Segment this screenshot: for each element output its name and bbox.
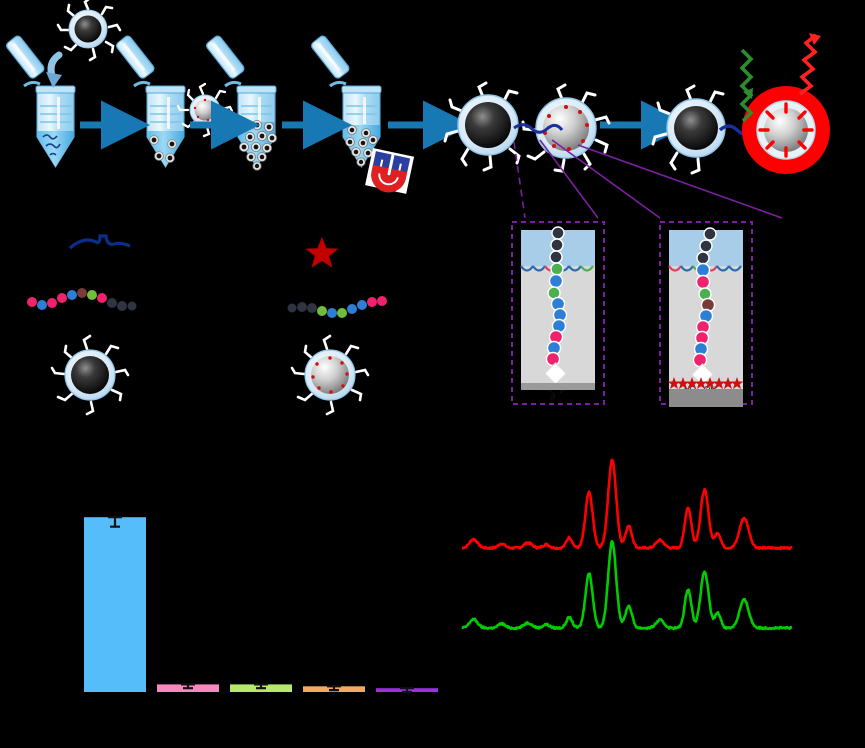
legend-aptamer-chain-left [27,288,137,311]
sample-tube-empty[interactable] [5,35,76,169]
horseshoe-magnet [365,148,415,194]
legend-magnetic-nanoparticle [50,334,130,416]
sers-detection [651,33,830,175]
errorbar-4 [327,685,341,692]
sample-preparation-workflow [5,0,690,194]
sandwich-complex [443,81,611,173]
legend-red-star [305,237,339,268]
panel-aptamer-chain [544,226,568,385]
magnetic-nanoparticles-in-tube [149,135,177,163]
callout-panel-left[interactable]: HO OH B [511,221,605,405]
bar-chart-errorbars [108,516,414,694]
raman-scatter-red [798,33,821,96]
sers-hotspot-cell [742,86,830,174]
sers-spectra-plot[interactable] [461,458,793,631]
legend-silver-nanoparticle [290,334,370,416]
legend-key [27,234,387,416]
bar-1[interactable] [84,517,146,692]
callout-panel-right[interactable]: HO OH B [659,221,753,407]
sample-tube-magnet[interactable] [310,35,415,194]
legend-analyte-squiggle [68,234,131,250]
sample-tube-mnp[interactable] [115,35,186,169]
panel-aptamer-chain [691,227,717,386]
errorbar-1 [108,516,122,528]
zoom-callout-lines [513,139,783,219]
legend-aptamer-chain-right [287,296,387,318]
selectivity-bar-chart[interactable] [84,516,438,694]
analyte-squiggles [42,134,61,156]
spectrum-trace-red [461,458,793,551]
errorbar-2 [181,683,195,690]
excitation-laser-green [739,48,754,123]
aptamer-duplex-linker [513,123,564,134]
added-magnetic-nanoparticle [46,0,122,88]
svg-text:B: B [550,395,555,402]
errorbar-5 [400,687,414,694]
reporter-star-row [667,377,744,389]
errorbar-3 [254,683,268,690]
spectrum-trace-green [461,539,793,631]
